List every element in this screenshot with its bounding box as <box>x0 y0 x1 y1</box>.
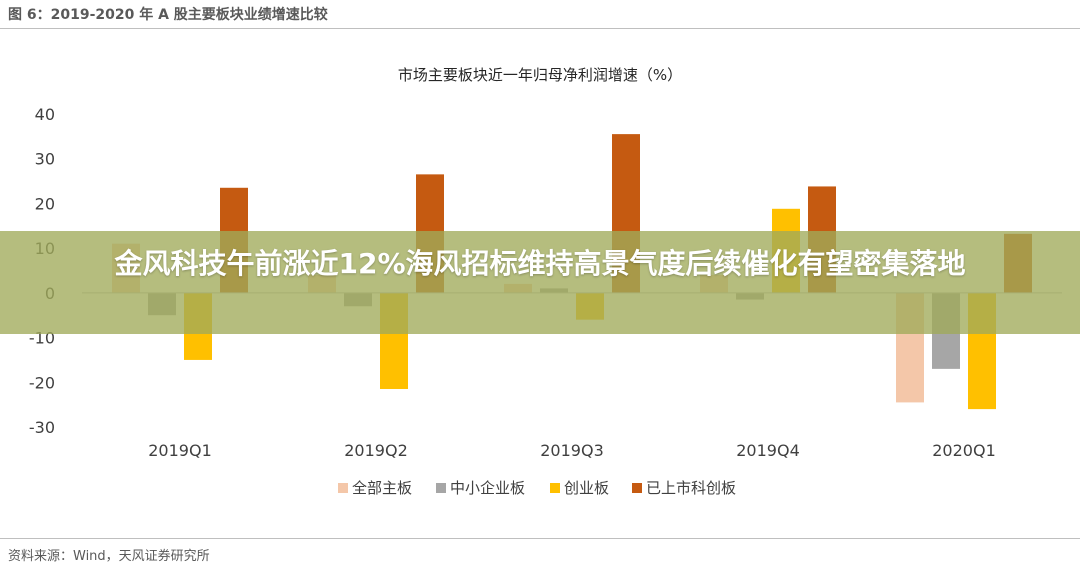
chart-title: 市场主要板块近一年归母净利润增速（%） <box>397 66 683 84</box>
legend-swatch <box>338 483 348 493</box>
y-tick-label: 40 <box>35 105 55 124</box>
legend-label: 创业板 <box>564 479 609 497</box>
legend-label: 中小企业板 <box>450 479 525 497</box>
figure-title: 图 6：2019-2020 年 A 股主要板块业绩增速比较 <box>8 7 328 23</box>
footer-divider <box>0 538 1080 539</box>
x-tick-label: 2019Q4 <box>736 441 800 460</box>
y-tick-label: 20 <box>35 194 55 213</box>
x-tick-label: 2019Q3 <box>540 441 604 460</box>
figure-header: 图 6：2019-2020 年 A 股主要板块业绩增速比较 <box>0 0 1080 29</box>
legend-label: 全部主板 <box>352 479 412 497</box>
legend-swatch <box>550 483 560 493</box>
y-tick-label: 30 <box>35 150 55 169</box>
headline-text: 金风科技午前涨近12%海风招标维持高景气度后续催化有望密集落地 <box>114 247 966 280</box>
x-tick-label: 2019Q2 <box>344 441 408 460</box>
y-tick-label: -20 <box>29 373 55 392</box>
legend-swatch <box>436 483 446 493</box>
legend-swatch <box>632 483 642 493</box>
legend-label: 已上市科创板 <box>646 479 736 497</box>
x-tick-label: 2020Q1 <box>932 441 996 460</box>
figure-source: 资料来源：Wind，天风证券研究所 <box>8 549 210 564</box>
x-tick-label: 2019Q1 <box>148 441 212 460</box>
headline-banner <box>0 231 1080 334</box>
y-tick-label: -30 <box>29 418 55 437</box>
